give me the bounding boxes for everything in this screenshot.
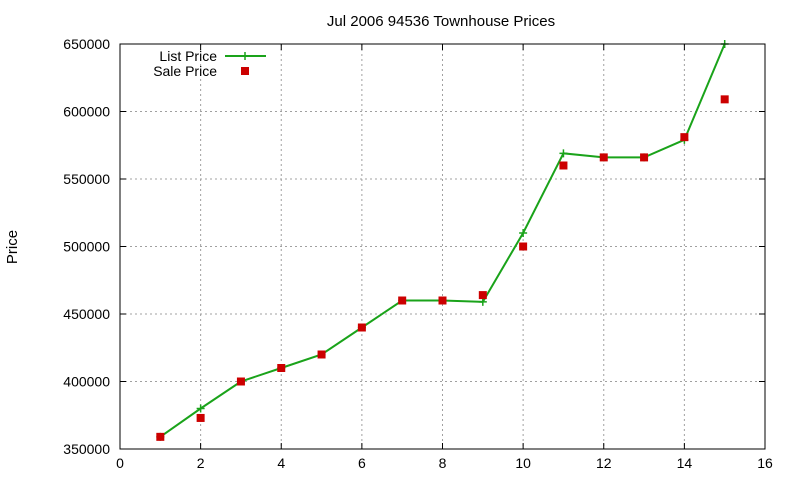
y-tick-label: 350000 bbox=[63, 441, 110, 457]
y-tick-label: 550000 bbox=[63, 171, 110, 187]
y-tick-label: 400000 bbox=[63, 374, 110, 390]
series-layer bbox=[156, 40, 729, 441]
x-tick-label: 14 bbox=[677, 455, 693, 471]
x-tick-label: 2 bbox=[197, 455, 205, 471]
legend-label-list-price: List Price bbox=[159, 48, 217, 64]
data-point-list-price bbox=[519, 229, 528, 237]
x-tick-label: 0 bbox=[116, 455, 124, 471]
x-tick-label: 10 bbox=[515, 455, 531, 471]
grid-lines bbox=[120, 44, 765, 449]
data-point-sale-price bbox=[599, 153, 608, 162]
data-point-sale-price bbox=[196, 413, 205, 422]
legend: List Price Sale Price bbox=[153, 48, 266, 79]
y-tick-label: 600000 bbox=[63, 104, 110, 120]
data-point-sale-price bbox=[478, 291, 487, 300]
legend-marker-sale-price bbox=[241, 67, 249, 75]
data-point-sale-price bbox=[519, 242, 528, 251]
x-tick-label: 6 bbox=[358, 455, 366, 471]
axis-ticks: 0 2 4 6 8 10 12 14 16 350000 400000 450000 500000 550… bbox=[63, 36, 773, 471]
y-tick-label: 500000 bbox=[63, 239, 110, 255]
data-point-list-price bbox=[559, 149, 568, 158]
y-axis-label: Price bbox=[4, 230, 21, 264]
data-point-list-price bbox=[478, 297, 487, 306]
x-tick-label: 4 bbox=[277, 455, 285, 471]
data-point-sale-price bbox=[680, 133, 689, 142]
data-point-sale-price bbox=[398, 296, 407, 305]
data-point-sale-price bbox=[720, 95, 729, 104]
data-point-sale-price bbox=[156, 432, 165, 441]
y-tick-label: 650000 bbox=[63, 36, 110, 52]
plot-frame bbox=[119, 43, 766, 450]
legend-marker-list-price bbox=[241, 52, 249, 60]
chart-title: Jul 2006 94536 Townhouse Prices bbox=[327, 13, 555, 30]
x-tick-label: 16 bbox=[757, 455, 773, 471]
data-point-sale-price bbox=[357, 323, 366, 332]
data-point-sale-price bbox=[236, 377, 245, 386]
data-point-sale-price bbox=[317, 350, 326, 359]
data-point-sale-price bbox=[438, 296, 447, 305]
y-tick-label: 450000 bbox=[63, 306, 110, 322]
data-point-sale-price bbox=[277, 364, 286, 372]
data-point-list-price bbox=[196, 404, 205, 413]
series-sale-price bbox=[156, 95, 729, 441]
data-point-sale-price bbox=[559, 161, 568, 170]
legend-label-sale-price: Sale Price bbox=[153, 63, 217, 79]
x-tick-label: 12 bbox=[596, 455, 612, 471]
data-point-sale-price bbox=[640, 153, 649, 162]
x-tick-label: 8 bbox=[439, 455, 447, 471]
